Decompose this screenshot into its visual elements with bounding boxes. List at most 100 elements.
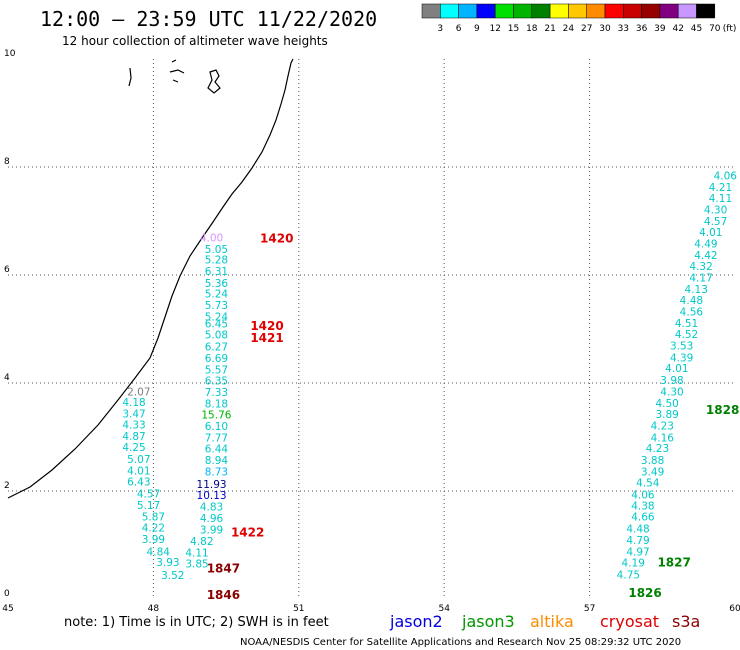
color-scale-label: 39 [654, 24, 666, 34]
time-label: 1826 [628, 586, 661, 600]
wave-height-point: 3.99 [200, 525, 223, 537]
color-scale-label: 15 [508, 24, 519, 34]
color-swatch [623, 3, 642, 19]
y-tick-label: 8 [4, 157, 10, 167]
wave-height-point: 3.52 [161, 570, 184, 582]
wave-height-point: 8.18 [205, 398, 228, 410]
wave-height-point: 4.16 [651, 432, 675, 444]
wave-height-point: 4.79 [626, 535, 649, 547]
y-tick-label: 4 [4, 373, 10, 383]
grid [8, 59, 735, 599]
wave-height-point: 4.13 [685, 284, 708, 296]
wave-height-point: 4.33 [122, 419, 145, 431]
wave-height-point: 3.53 [670, 341, 693, 353]
wave-height-point: 3.98 [660, 375, 683, 387]
wave-height-point: 6.10 [205, 421, 228, 433]
x-tick-label: 57 [584, 604, 595, 614]
wave-height-point: 7.77 [205, 432, 228, 444]
color-scale-unit: (ft) [723, 24, 737, 34]
wave-height-point: 5.08 [205, 330, 228, 342]
wave-height-point: 4.48 [680, 295, 703, 307]
wave-height-point: 6.27 [205, 342, 228, 354]
wave-height-point: 4.30 [660, 386, 683, 398]
color-swatch [476, 3, 496, 19]
satellite-jason3: jason3 [461, 612, 515, 631]
color-scale-legend: 3 6 9 12 15 18 21 24 27 30 33 36 39 42 45 70 (ft) [421, 3, 737, 34]
wave-height-point: 4.75 [617, 569, 640, 581]
satellite-altika: altika [530, 612, 574, 631]
wave-height-point: 3.89 [655, 409, 678, 421]
wave-height-point: 3.99 [142, 534, 165, 546]
wave-height-point: 4.57 [704, 216, 727, 228]
wave-height-point: 8.73 [205, 466, 228, 478]
satellite-jason2: jason2 [389, 612, 443, 631]
color-swatch [604, 3, 624, 19]
wave-height-point: 4.87 [122, 431, 145, 443]
wave-height-point: 6.43 [127, 477, 150, 489]
wave-height-point: 4.42 [694, 250, 717, 262]
color-scale-label: 12 [489, 24, 500, 34]
wave-height-point: 5.87 [142, 512, 165, 524]
chart-subtitle: 12 hour collection of altimeter wave hei… [62, 34, 328, 48]
wave-height-point: 3.88 [641, 455, 664, 467]
wave-height-point: 3.47 [122, 409, 145, 421]
x-tick-label: 60 [729, 604, 740, 614]
color-scale-label: 3 [437, 24, 443, 34]
time-label: 1420 [260, 232, 293, 246]
color-swatch [440, 3, 459, 19]
color-swatch [494, 3, 514, 19]
color-scale-label: 45 [691, 24, 702, 34]
wave-height-point: 4.01 [127, 465, 150, 477]
wave-height-point: 4.06 [714, 170, 738, 182]
time-label: 1422 [231, 525, 264, 539]
wave-height-point: 4.06 [631, 490, 655, 502]
wave-height-points: 2.074.183.474.334.874.255.074.016.434.57… [122, 170, 737, 582]
color-scale-label: 27 [581, 24, 592, 34]
axis-labels: 45 48 51 54 57 60 0 2 4 6 8 10 [2, 49, 740, 614]
wave-height-point: 4.18 [122, 397, 145, 409]
wave-height-point: 7.33 [205, 387, 228, 399]
wave-height-point: 4.21 [709, 182, 732, 194]
wave-height-point: 5.24 [205, 289, 229, 301]
time-label: 1828 [706, 403, 739, 417]
wave-height-point: 4.39 [670, 352, 693, 364]
color-scale-label: 36 [636, 24, 648, 34]
color-scale-label: 9 [474, 24, 480, 34]
color-swatch [641, 3, 661, 19]
wave-height-point: 2.07 [127, 386, 150, 398]
wave-height-point: 4.52 [675, 329, 698, 341]
wave-height-point: 4.96 [200, 513, 224, 525]
color-swatch [421, 3, 441, 19]
satellite-cryosat: cryosat [600, 612, 659, 631]
wave-height-point: 4.82 [190, 536, 213, 548]
wave-height-point: 4.56 [680, 307, 704, 319]
time-label: 1846 [207, 588, 240, 602]
wave-height-point: 4.38 [631, 500, 654, 512]
color-swatch [677, 3, 697, 19]
y-tick-label: 0 [4, 589, 10, 599]
wave-height-point: 3.49 [641, 466, 664, 478]
y-tick-label: 10 [4, 49, 16, 59]
color-swatch [513, 3, 533, 19]
footer-note: note: 1) Time is in UTC; 2) SWH is in fe… [64, 615, 329, 630]
y-tick-label: 2 [4, 481, 10, 491]
satellite-legend: jason2 jason3 altika cryosat s3a [389, 612, 700, 631]
color-swatch [659, 3, 679, 19]
wave-height-point: 4.01 [699, 227, 722, 239]
color-scale-label: 42 [672, 24, 683, 34]
wave-height-point: 4.50 [655, 398, 678, 410]
wave-height-point: 4.97 [626, 546, 649, 558]
wave-height-point: 5.57 [205, 364, 228, 376]
wave-height-point: 4.19 [622, 558, 645, 570]
wave-height-point: 6.45 [205, 318, 228, 330]
island-outline [128, 67, 132, 87]
wave-height-point: 6.35 [205, 376, 228, 388]
wave-height-point: 5.07 [127, 454, 150, 466]
wave-height-point: 4.11 [709, 193, 732, 205]
wave-height-point: 4.11 [185, 547, 208, 559]
wave-height-point: 8.94 [205, 455, 229, 467]
y-tick-label: 6 [4, 265, 10, 275]
wave-height-point: 6.31 [205, 266, 228, 278]
